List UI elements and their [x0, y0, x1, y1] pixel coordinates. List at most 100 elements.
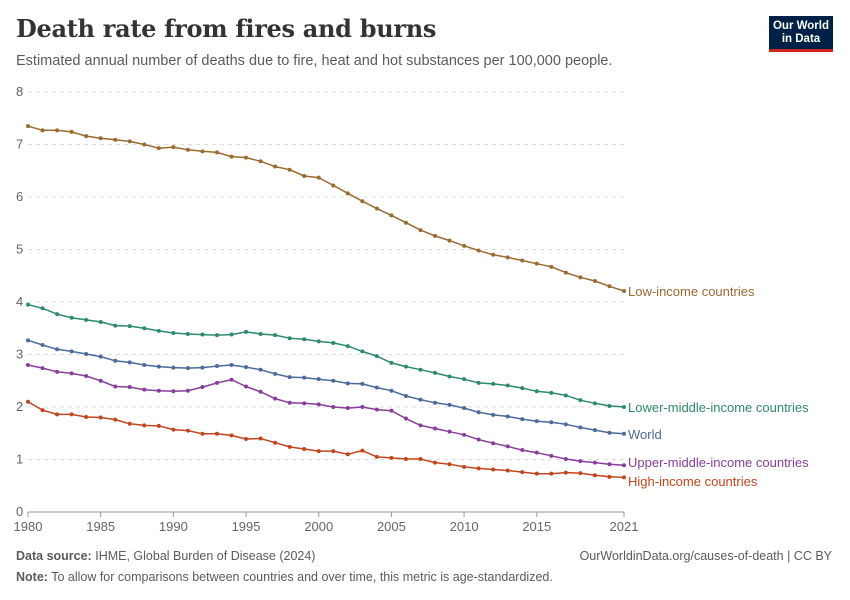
data-point [113, 137, 118, 142]
data-point [345, 381, 350, 386]
data-point [389, 408, 394, 413]
data-point [374, 385, 379, 390]
data-point [592, 473, 597, 478]
data-point [592, 460, 597, 465]
data-point [345, 406, 350, 411]
data-point [69, 315, 74, 320]
data-point [287, 167, 292, 172]
data-point [185, 147, 190, 152]
data-point [418, 397, 423, 402]
x-tick-label: 2000 [304, 519, 333, 534]
data-point [55, 312, 60, 317]
x-tick-label: 2021 [610, 519, 639, 534]
data-point [316, 449, 321, 454]
data-point [200, 431, 205, 436]
data-point [200, 385, 205, 390]
data-point [40, 343, 45, 348]
data-point [491, 252, 496, 257]
x-tick-label: 2005 [377, 519, 406, 534]
data-point [156, 328, 161, 333]
data-point [534, 419, 539, 424]
data-source: Data source: IHME, Global Burden of Dise… [16, 549, 315, 563]
data-point [84, 351, 89, 356]
data-point [273, 164, 278, 169]
data-point [505, 444, 510, 449]
y-tick-label: 2 [16, 399, 23, 414]
data-point [142, 142, 147, 147]
data-point [592, 401, 597, 406]
data-point [171, 145, 176, 150]
data-point [331, 378, 336, 383]
data-point [389, 213, 394, 218]
data-point [84, 374, 89, 379]
data-point [607, 462, 612, 467]
data-point [142, 387, 147, 392]
data-point [229, 332, 234, 337]
data-point [360, 349, 365, 354]
data-point [127, 421, 132, 426]
owid-logo[interactable]: Our World in Data [769, 16, 833, 52]
data-point [302, 337, 307, 342]
data-point [69, 371, 74, 376]
series-label: High-income countries [628, 474, 758, 489]
data-point [491, 412, 496, 417]
source-url-link[interactable]: OurWorldinData.org/causes-of-death | CC … [579, 549, 832, 563]
data-point [185, 366, 190, 371]
data-point [55, 369, 60, 374]
data-point [433, 370, 438, 375]
data-point [200, 149, 205, 154]
data-point [258, 159, 263, 164]
data-point [534, 471, 539, 476]
y-tick-label: 1 [16, 452, 23, 467]
data-point [98, 136, 103, 141]
data-point [447, 402, 452, 407]
data-point [403, 393, 408, 398]
data-point [563, 393, 568, 398]
data-point [520, 417, 525, 422]
logo-line-1: Our World [772, 20, 829, 32]
data-point [549, 264, 554, 269]
data-point [360, 448, 365, 453]
data-point [447, 462, 452, 467]
data-point [127, 324, 132, 329]
data-point [549, 390, 554, 395]
data-point [98, 415, 103, 420]
footnote: Note: To allow for comparisons between c… [16, 570, 553, 584]
note-label: Note: [16, 570, 48, 584]
data-point [127, 360, 132, 365]
data-point [26, 338, 30, 343]
series-line [27, 339, 625, 435]
data-point [156, 146, 161, 151]
data-point [534, 450, 539, 455]
data-point [462, 377, 467, 382]
data-point [214, 333, 219, 338]
x-tick-label: 1990 [159, 519, 188, 534]
data-point [331, 183, 336, 188]
series-line [27, 303, 625, 408]
data-point [273, 333, 278, 338]
data-point [389, 455, 394, 460]
chart-title: Death rate from fires and burns [16, 14, 437, 43]
data-point [622, 475, 626, 480]
data-point [578, 425, 583, 430]
data-point [98, 319, 103, 324]
data-point [127, 139, 132, 144]
data-point [55, 347, 60, 352]
data-point [273, 440, 278, 445]
data-point [214, 431, 219, 436]
data-point [345, 191, 350, 196]
data-point [287, 400, 292, 405]
data-point [433, 400, 438, 405]
data-point [84, 414, 89, 419]
series-label: Lower-middle-income countries [628, 400, 809, 415]
data-point [214, 364, 219, 369]
data-point [403, 364, 408, 369]
data-point [171, 330, 176, 335]
data-point [447, 374, 452, 379]
data-point [214, 150, 219, 155]
data-point [403, 416, 408, 421]
data-point [389, 388, 394, 393]
data-point [40, 128, 45, 133]
data-point [26, 302, 30, 307]
